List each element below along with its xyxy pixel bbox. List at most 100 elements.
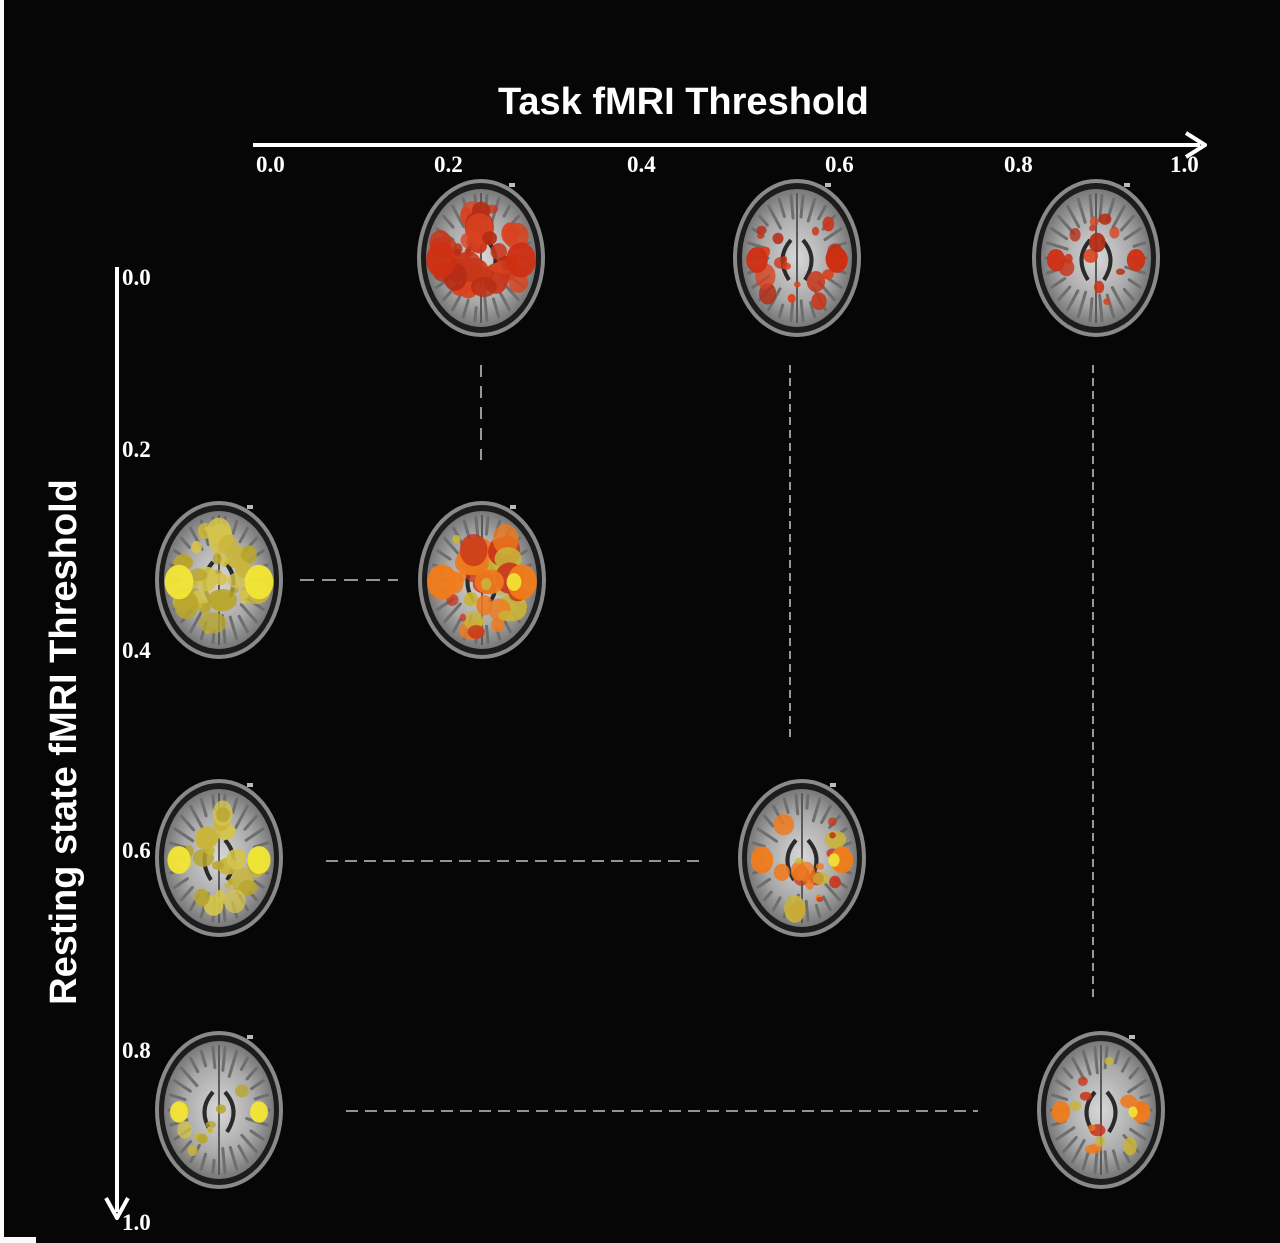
brain-slice-rest-0.6 — [155, 779, 283, 937]
activation-blob — [1088, 232, 1106, 253]
hotspot-right — [247, 846, 271, 874]
hotspot-right — [244, 564, 274, 600]
cortex-fold — [502, 204, 511, 218]
cortex-fold — [811, 797, 822, 823]
activation-blob — [1089, 224, 1096, 232]
activation-blob — [1089, 216, 1099, 227]
cortex-fold — [231, 797, 239, 814]
cortex-fold — [168, 841, 189, 850]
cortex-fold — [180, 536, 191, 549]
ventricle-right — [801, 238, 814, 282]
x-tick-label: 0.4 — [627, 152, 656, 177]
hotspot-right — [1131, 1100, 1151, 1124]
cortex-fold — [758, 214, 769, 227]
cortex-fold — [1111, 204, 1126, 229]
cortex-fold — [250, 1079, 265, 1091]
hotspot-left — [1051, 1100, 1071, 1124]
cortex-fold — [1132, 241, 1147, 248]
ventricle-left — [1079, 238, 1092, 282]
cortex-fold — [820, 804, 832, 824]
cortex-fold — [1076, 197, 1087, 224]
activation-blob — [773, 813, 795, 836]
activation-blob — [1094, 1135, 1106, 1147]
cortex-fold — [243, 814, 258, 831]
activation-blob — [191, 540, 202, 554]
x-tick-label: 1.0 — [1170, 152, 1199, 177]
cortex-fold — [211, 1045, 217, 1069]
cortex-fold — [238, 526, 249, 544]
activation-blob — [464, 246, 475, 257]
activation-blob — [474, 285, 483, 295]
cortex-fold — [1120, 1056, 1131, 1073]
cortex-fold — [1050, 277, 1067, 289]
activation-blob — [223, 889, 246, 914]
activation-blob — [459, 534, 488, 567]
activation-blob — [467, 625, 485, 639]
cortex-fold — [799, 299, 805, 323]
orientation-marker — [825, 183, 831, 187]
cortex-fold — [799, 193, 805, 219]
activation-blob — [215, 889, 226, 903]
cortex-fold — [804, 899, 810, 923]
activation-blob — [1098, 213, 1112, 225]
cortex-fold — [234, 804, 249, 830]
orientation-marker — [247, 505, 253, 509]
cortex-fold — [1098, 293, 1104, 323]
y-tick-label: 0.4 — [122, 638, 151, 663]
activation-blob — [787, 293, 796, 303]
hotspot-left — [1046, 248, 1066, 272]
activation-blob — [1093, 280, 1105, 294]
cortex-fold — [756, 877, 772, 889]
activation-blob — [215, 807, 231, 822]
cortex-fold — [483, 293, 489, 323]
y-tick-label: 0.2 — [122, 437, 151, 462]
activation-blob — [501, 222, 519, 245]
x-tick-label: 0.6 — [825, 152, 854, 177]
activation-blob — [463, 591, 479, 607]
cortex-fold — [442, 214, 455, 229]
activation-blob — [1069, 227, 1081, 242]
activation-blob — [815, 863, 825, 870]
hotspot-left — [167, 846, 191, 874]
cortex-fold — [817, 204, 827, 221]
activation-blob — [794, 857, 804, 865]
cortex-fold — [173, 877, 189, 889]
cortex-fold — [1055, 1126, 1076, 1141]
activation-blob — [1115, 268, 1126, 275]
orientation-marker — [247, 1035, 253, 1039]
activation-blob — [454, 248, 461, 257]
orientation-marker — [509, 183, 515, 187]
brain-slice-task-0.6 — [733, 179, 861, 337]
cortex-fold — [485, 624, 490, 645]
cortex-fold — [1122, 287, 1135, 302]
cortex-fold — [1066, 289, 1080, 312]
cortex-fold — [794, 793, 800, 816]
x-axis-arrowhead — [1184, 131, 1207, 159]
activation-blob — [1103, 298, 1111, 306]
hotspot-overlap — [828, 853, 840, 867]
cortex-fold — [1066, 204, 1081, 229]
hotspot-left — [427, 564, 457, 600]
cortex-fold — [451, 204, 466, 228]
activation-blob — [452, 534, 461, 544]
hotspot-right — [826, 247, 848, 273]
cortex-fold — [237, 1144, 249, 1164]
cortex-fold — [443, 602, 462, 624]
cortex-fold — [1103, 1045, 1109, 1070]
cortex-fold — [253, 1093, 270, 1101]
activation-blob — [806, 270, 826, 293]
x-tick-label: 0.0 — [256, 152, 285, 177]
hotspot-right — [250, 1101, 268, 1123]
cortex-fold — [763, 890, 773, 902]
cortex-fold — [805, 793, 810, 810]
activation-blob — [811, 226, 820, 236]
activation-blob — [212, 553, 222, 565]
cortex-fold — [1123, 1151, 1131, 1164]
cortex-fold — [168, 1093, 187, 1102]
cortex-fold — [211, 1159, 216, 1175]
cortex-fold — [1111, 1149, 1121, 1171]
activation-blob — [482, 231, 497, 246]
activation-blob — [492, 524, 519, 555]
activation-blob — [805, 879, 815, 890]
